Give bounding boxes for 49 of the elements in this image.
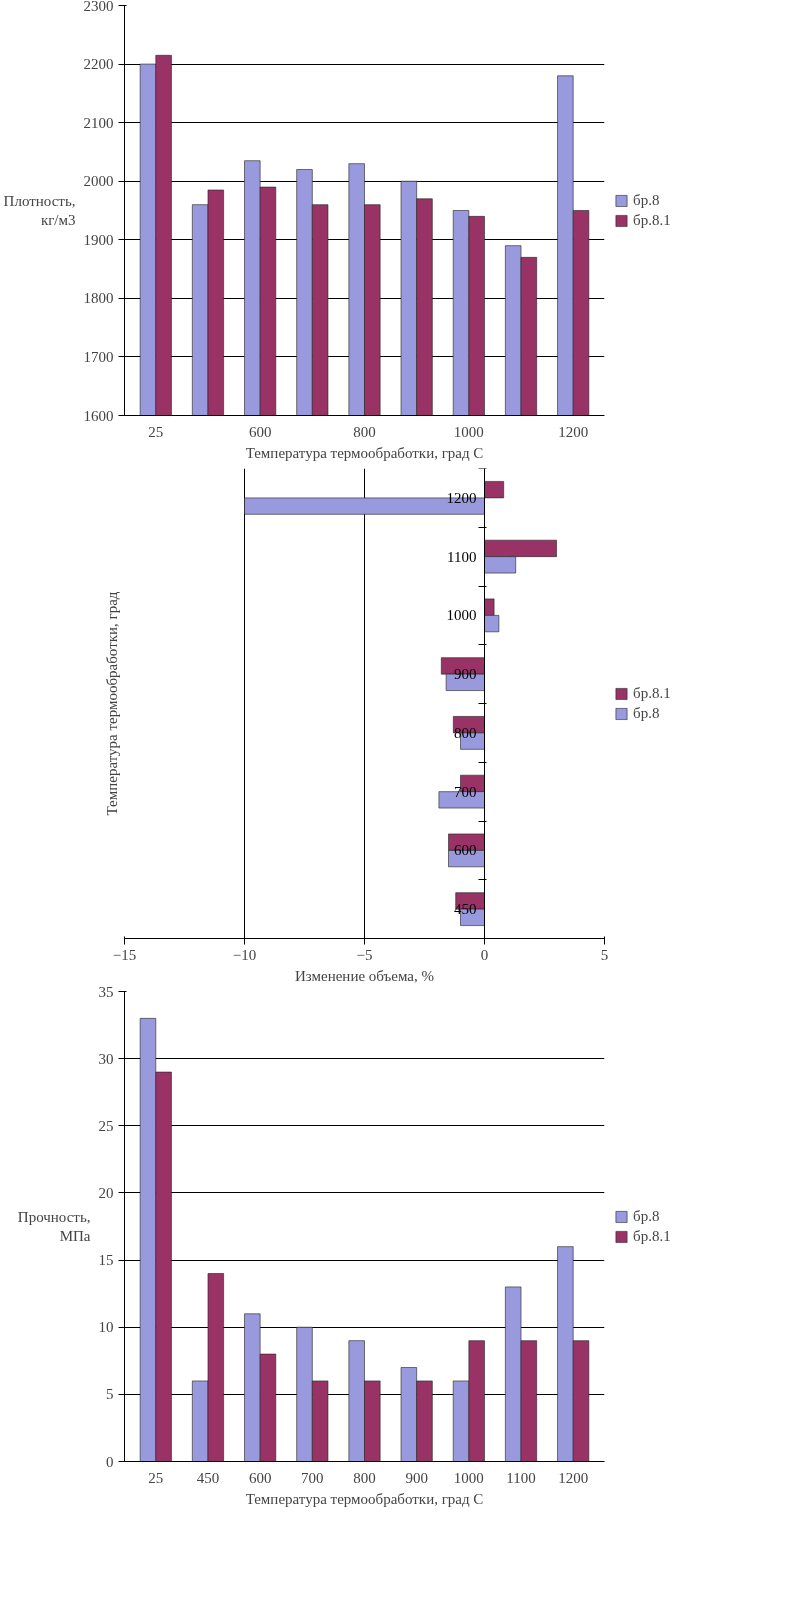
x-tick-label: −5 [356,946,373,963]
x-tick-label: 1200 [558,1469,589,1486]
x-tick-label: 25 [148,1469,164,1486]
legend-label: бр.8 [633,191,660,209]
y-tick-label: 5 [106,1386,114,1403]
x-tick-label: 800 [353,423,376,440]
y-tick-label: 2000 [83,173,114,190]
x-tick-label: 1200 [558,423,589,440]
y-axis-title: Плотность, кг/м3 [3,192,76,229]
y-tick-label: 2300 [83,0,114,14]
x-tick-label: 600 [248,1469,272,1486]
y-tick-label: 30 [98,1050,114,1067]
x-axis-title: Температура термообработки, град С [245,444,484,461]
y-tick-label: 2200 [83,56,114,73]
x-tick-label: 700 [301,1469,324,1486]
y-tick-label: 35 [98,983,114,1000]
y-tick-label: 15 [98,1252,114,1269]
y-tick-label: 1800 [83,290,114,307]
x-tick-label: −10 [232,946,257,963]
x-tick-label: 5 [600,946,609,963]
x-tick-label: 900 [405,1469,428,1486]
y-tick-label: 1100 [447,548,477,565]
x-tick-label: 25 [148,423,164,440]
y-tick-label: 0 [106,1453,114,1470]
x-tick-label: 1100 [506,1469,536,1486]
x-tick-label: 0 [480,946,489,963]
x-tick-label: 800 [353,1469,376,1486]
y-tick-label: 10 [98,1319,114,1336]
y-tick-label: 25 [98,1117,114,1134]
y-tick-label: 1700 [83,348,114,365]
legend-label: бр.8.1 [633,1227,671,1245]
y-axis-title: Температура термообработки, град [103,591,120,816]
y-tick-label: 1000 [446,607,477,624]
x-axis-title: Изменение объема, % [294,967,435,984]
y-tick-label: 20 [98,1184,114,1201]
y-axis-title: Прочность, МПа [17,1208,91,1245]
x-tick-label: 600 [248,423,272,440]
legend-label: бр.8 [633,1207,660,1225]
x-axis-title: Температура термообработки, град С [245,1490,484,1507]
legend-label: бр.8 [633,704,660,722]
y-tick-label: 1600 [83,407,114,424]
x-tick-label: 450 [196,1469,220,1486]
y-tick-label: 1900 [83,231,114,248]
legend-label: бр.8.1 [633,684,671,702]
y-tick-label: 2100 [83,114,114,131]
y-tick-label: 1200 [446,489,477,506]
x-tick-label: −15 [112,946,137,963]
legend-label: бр.8.1 [633,211,671,229]
y-tick-label: 600 [454,842,477,859]
